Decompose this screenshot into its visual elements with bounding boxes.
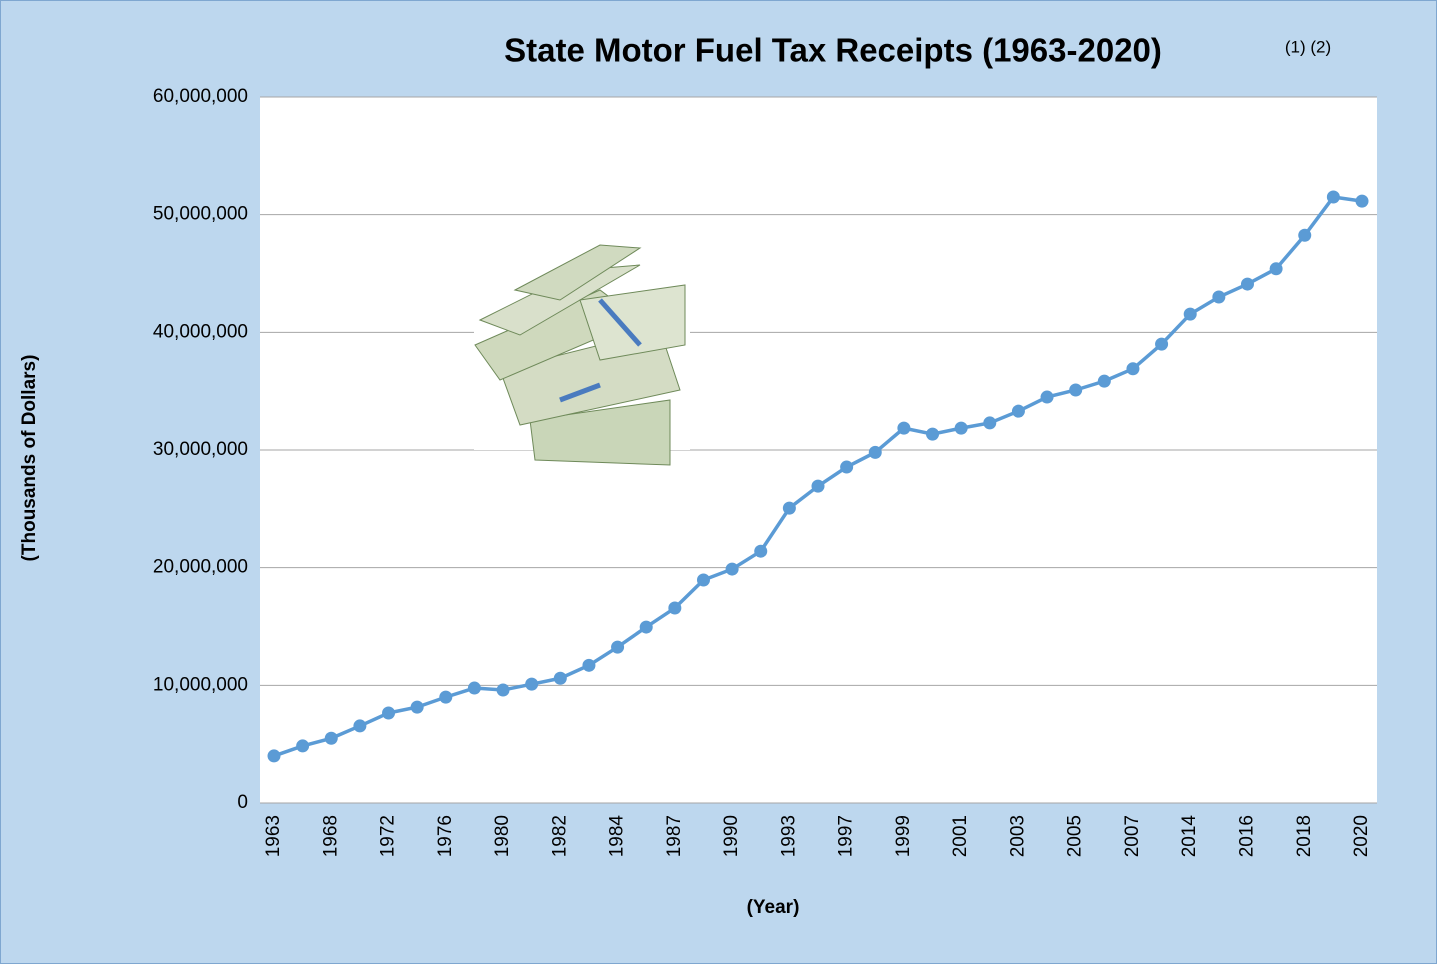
title-note: (1) (2) [1285, 37, 1331, 56]
x-tick-label: 1987 [664, 815, 685, 857]
y-tick-label: 40,000,000 [153, 321, 248, 342]
data-point [497, 684, 510, 697]
data-point [1041, 391, 1054, 404]
chart: State Motor Fuel Tax Receipts (1963-2020… [0, 0, 1437, 964]
y-tick-label: 20,000,000 [153, 557, 248, 578]
data-point [353, 719, 366, 732]
data-point [382, 706, 395, 719]
data-point [1069, 383, 1082, 396]
data-point [668, 602, 681, 615]
data-point [268, 749, 281, 762]
x-tick-label: 1990 [721, 815, 742, 857]
data-point [1098, 375, 1111, 388]
x-tick-label: 2016 [1236, 815, 1257, 857]
x-tick-label: 1999 [893, 815, 914, 857]
y-tick-label: 30,000,000 [153, 439, 248, 460]
data-point [468, 682, 481, 695]
data-point [611, 641, 624, 654]
x-tick-label: 1997 [836, 815, 857, 857]
data-point [1298, 229, 1311, 242]
money-illustration [474, 238, 690, 465]
x-tick-label: 1972 [378, 815, 399, 857]
y-axis-label: (Thousands of Dollars) [19, 355, 40, 562]
x-tick-label: 1984 [607, 815, 628, 858]
data-point [411, 701, 424, 714]
data-point [325, 732, 338, 745]
x-tick-label: 2007 [1122, 815, 1143, 857]
data-point [840, 461, 853, 474]
data-point [296, 739, 309, 752]
x-axis-label: (Year) [747, 897, 800, 918]
data-point [1126, 362, 1139, 375]
data-point [582, 659, 595, 672]
x-tick-label: 1976 [435, 815, 456, 857]
x-tick-label: 2001 [950, 815, 971, 857]
data-point [783, 502, 796, 515]
x-tick-label: 2018 [1294, 815, 1315, 857]
data-point [697, 574, 710, 587]
y-tick-label: 10,000,000 [153, 674, 248, 695]
y-tick-label: 60,000,000 [153, 86, 248, 107]
data-point [926, 428, 939, 441]
data-point [1212, 291, 1225, 304]
x-tick-label: 2005 [1065, 815, 1086, 857]
y-tick-label: 50,000,000 [153, 204, 248, 225]
data-point [983, 416, 996, 429]
x-tick-label: 1963 [263, 815, 284, 857]
data-point [812, 480, 825, 493]
y-tick-label: 0 [237, 792, 248, 813]
data-point [1356, 195, 1369, 208]
data-point [554, 672, 567, 685]
data-point [1012, 405, 1025, 418]
x-tick-label: 1993 [778, 815, 799, 857]
data-point [439, 691, 452, 704]
data-point [754, 545, 767, 558]
data-point [897, 422, 910, 435]
x-tick-label: 2020 [1351, 815, 1372, 857]
x-tick-label: 2003 [1007, 815, 1028, 857]
data-point [869, 446, 882, 459]
data-point [1155, 338, 1168, 351]
data-point [1241, 278, 1254, 291]
x-tick-label: 2014 [1179, 815, 1200, 858]
chart-title: State Motor Fuel Tax Receipts (1963-2020… [504, 32, 1162, 69]
data-point [1184, 308, 1197, 321]
x-tick-label: 1968 [320, 815, 341, 857]
data-point [955, 422, 968, 435]
x-tick-label: 1982 [549, 815, 570, 857]
data-point [726, 563, 739, 576]
data-point [525, 678, 538, 691]
x-tick-label: 1980 [492, 815, 513, 857]
data-point [1270, 262, 1283, 275]
data-point [640, 621, 653, 634]
data-point [1327, 191, 1340, 204]
